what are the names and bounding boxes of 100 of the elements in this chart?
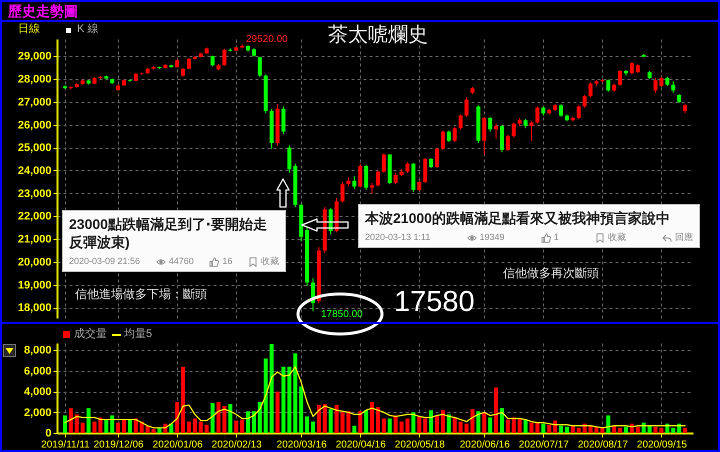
candlestick bbox=[210, 55, 215, 67]
candlestick bbox=[630, 61, 634, 75]
bar bbox=[429, 410, 434, 433]
y-tick-label: 29,000 bbox=[18, 50, 52, 63]
candlestick bbox=[636, 64, 640, 74]
candlestick bbox=[394, 172, 398, 185]
bar bbox=[636, 426, 640, 433]
bar bbox=[458, 422, 463, 433]
bar bbox=[276, 392, 280, 433]
bar bbox=[600, 428, 604, 433]
y-tick-label: 19,000 bbox=[18, 279, 52, 292]
bar bbox=[482, 412, 486, 433]
candlestick bbox=[659, 76, 664, 88]
candlestick bbox=[588, 82, 593, 98]
bar bbox=[246, 411, 250, 433]
x-tick-label: 2019/11/11 bbox=[41, 440, 90, 450]
bar bbox=[305, 416, 310, 433]
bar bbox=[340, 412, 345, 433]
candlestick bbox=[287, 144, 292, 174]
bar bbox=[547, 424, 552, 433]
candlestick bbox=[530, 120, 534, 142]
candlestick bbox=[446, 130, 451, 142]
bar bbox=[524, 420, 528, 433]
bar bbox=[440, 410, 445, 433]
x-tick-label: 2020/01/06 bbox=[152, 440, 204, 450]
bar bbox=[222, 406, 226, 433]
bar bbox=[98, 417, 102, 433]
bar bbox=[186, 422, 191, 433]
bar bbox=[606, 415, 610, 433]
candlestick bbox=[683, 104, 688, 114]
candlestick bbox=[352, 176, 356, 190]
annotation: 44760 bbox=[168, 256, 194, 267]
annotation: 2020-03-13 1:11 bbox=[365, 232, 430, 243]
bar bbox=[659, 428, 664, 433]
annotation: 17850.00 bbox=[321, 309, 363, 320]
bar bbox=[564, 426, 569, 433]
bar bbox=[358, 411, 362, 433]
y-tick-label: 28,000 bbox=[18, 74, 52, 86]
bar bbox=[92, 422, 96, 433]
bar bbox=[334, 405, 339, 433]
bar bbox=[68, 408, 73, 433]
bar bbox=[470, 409, 474, 433]
bar bbox=[594, 426, 598, 433]
y-tick-label: 8,000 bbox=[24, 344, 52, 357]
candlestick bbox=[606, 78, 610, 92]
bar bbox=[310, 422, 315, 433]
candlestick bbox=[582, 94, 587, 108]
bar bbox=[234, 420, 238, 433]
candlestick bbox=[258, 56, 262, 78]
bar bbox=[654, 426, 658, 433]
annotation: 16 bbox=[222, 256, 232, 267]
bar bbox=[175, 402, 180, 433]
bar bbox=[376, 407, 380, 433]
candlestick bbox=[340, 181, 345, 204]
candlestick bbox=[671, 80, 676, 94]
x-tick-label: 2020/03/16 bbox=[276, 440, 328, 450]
bar bbox=[316, 405, 321, 433]
y-tick-label: 6,000 bbox=[24, 365, 52, 378]
y-tick-label: 21,000 bbox=[18, 234, 52, 246]
bar bbox=[624, 426, 628, 433]
bar bbox=[435, 415, 440, 433]
candlestick bbox=[376, 170, 380, 188]
annotation: 19349 bbox=[480, 232, 505, 243]
bar bbox=[618, 428, 622, 433]
candlestick bbox=[524, 118, 528, 129]
bar bbox=[530, 422, 534, 433]
candlestick bbox=[440, 130, 445, 150]
bar bbox=[346, 411, 350, 433]
candlestick bbox=[458, 114, 463, 130]
y-tick-label: 18,000 bbox=[18, 302, 52, 314]
annotation: 23000點跌幅滿足到了‧要開始走反彈波束) bbox=[69, 215, 268, 251]
bar bbox=[452, 417, 457, 433]
x-tick-label: 2020/09/15 bbox=[636, 440, 688, 450]
annotation: 本波21000的跌幅滿足點看來又被我神預言家說中 bbox=[365, 209, 671, 227]
y-tick-label: 22,000 bbox=[18, 210, 52, 223]
bar bbox=[500, 408, 504, 433]
bar bbox=[541, 424, 546, 433]
annotation: 回應 bbox=[675, 232, 693, 243]
x-tick-label: 2020/02/13 bbox=[212, 440, 262, 450]
y-tick-label: 26,000 bbox=[18, 119, 52, 132]
bar bbox=[352, 426, 356, 433]
annotation: 17580 bbox=[394, 286, 475, 320]
candlestick bbox=[541, 106, 546, 116]
bar bbox=[476, 411, 480, 433]
text: K 線 bbox=[77, 23, 98, 36]
x-tick-label: 2020/04/16 bbox=[336, 440, 386, 450]
bar bbox=[62, 415, 67, 433]
text: 日線 bbox=[18, 23, 40, 36]
bar bbox=[506, 420, 510, 433]
bar bbox=[446, 414, 451, 433]
y-tick-label: 2,000 bbox=[24, 406, 52, 419]
candlestick bbox=[488, 116, 492, 132]
candlestick bbox=[452, 126, 457, 142]
x-tick-label: 2019/12/06 bbox=[94, 440, 144, 450]
annotation: 29520.00 bbox=[246, 34, 288, 46]
bar bbox=[86, 408, 91, 433]
line-series bbox=[64, 366, 686, 428]
candlestick bbox=[677, 93, 682, 104]
y-tick-label: 25,000 bbox=[18, 142, 52, 154]
bar bbox=[370, 402, 374, 433]
